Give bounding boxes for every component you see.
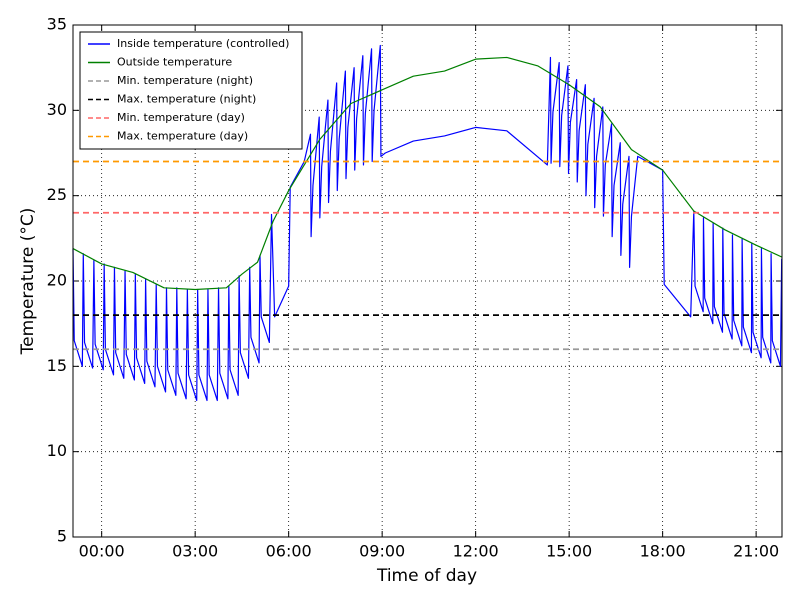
x-tick-label: 00:00	[79, 542, 125, 561]
y-tick-label: 20	[47, 271, 67, 290]
x-tick-label: 06:00	[266, 542, 312, 561]
legend-label: Min. temperature (day)	[117, 111, 245, 124]
x-tick-label: 15:00	[546, 542, 592, 561]
legend-label: Outside temperature	[117, 56, 232, 69]
y-tick-label: 5	[57, 527, 67, 546]
series-line	[72, 56, 783, 291]
x-tick-label: 21:00	[733, 542, 779, 561]
legend-label: Inside temperature (controlled)	[117, 37, 289, 50]
y-tick-label: 15	[47, 356, 67, 375]
x-tick-label: 12:00	[453, 542, 499, 561]
x-tick-label: 03:00	[172, 542, 218, 561]
y-tick-label: 35	[47, 15, 67, 34]
legend-box	[79, 31, 303, 150]
y-tick-label: 25	[47, 185, 67, 204]
legend-label: Min. temperature (night)	[117, 74, 253, 87]
legend-label: Max. temperature (day)	[117, 130, 248, 143]
x-tick-label: 09:00	[359, 542, 405, 561]
legend-label: Max. temperature (night)	[117, 93, 256, 106]
y-tick-label: 10	[47, 441, 67, 460]
x-tick-label: 18:00	[640, 542, 686, 561]
series-line	[72, 44, 783, 402]
legend: Inside temperature (controlled) Outside t…	[79, 31, 303, 150]
y-tick-label: 30	[47, 100, 67, 119]
x-axis-label: Time of day	[376, 566, 477, 586]
y-axis-label: Temperature (°C)	[18, 208, 38, 356]
plot-frame	[72, 24, 783, 538]
